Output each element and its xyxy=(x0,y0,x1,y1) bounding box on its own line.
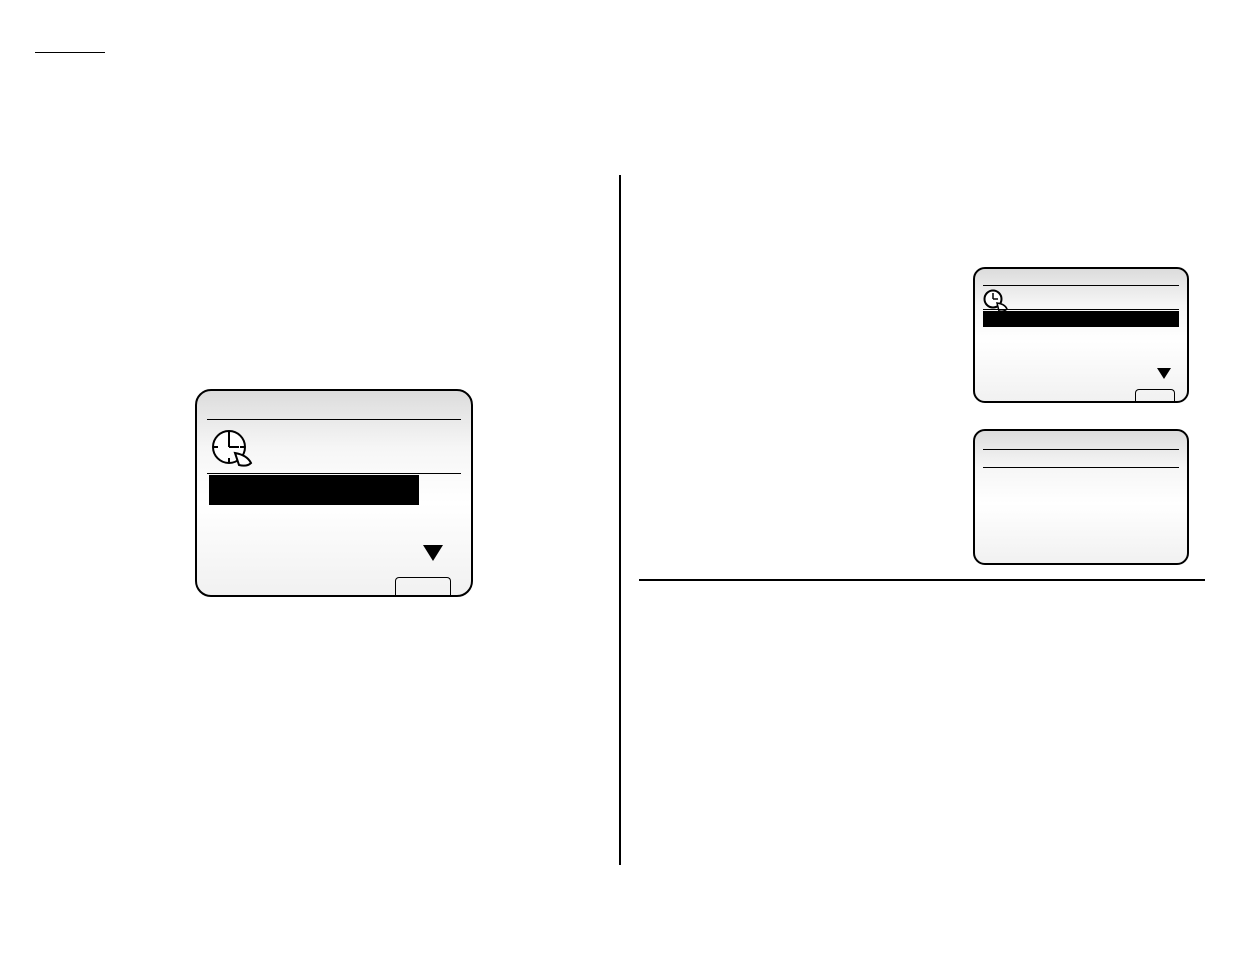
page-tab-rule xyxy=(35,52,105,53)
section-divider xyxy=(639,579,1205,581)
screen-header-rule xyxy=(983,467,1179,468)
screen-header-rule xyxy=(983,309,1179,310)
right-column xyxy=(639,175,1205,865)
screen-secondary-menu xyxy=(973,267,1189,403)
scroll-down-icon[interactable] xyxy=(1157,368,1171,379)
screen-detail xyxy=(973,429,1189,565)
screen-title-rule xyxy=(207,419,461,420)
screen-title-rule xyxy=(983,449,1179,450)
screen-title-rule xyxy=(983,285,1179,286)
left-column xyxy=(35,175,601,865)
soft-key-button[interactable] xyxy=(395,577,451,595)
menu-selection-bar[interactable] xyxy=(983,311,1179,327)
column-divider xyxy=(619,175,620,865)
soft-key-button[interactable] xyxy=(1135,389,1175,401)
clock-icon xyxy=(211,429,255,474)
screen-primary-menu xyxy=(195,389,473,597)
content-area xyxy=(35,175,1205,865)
screen-header-rule xyxy=(207,473,461,474)
menu-selection-bar[interactable] xyxy=(209,475,419,505)
scroll-down-icon[interactable] xyxy=(423,545,443,561)
